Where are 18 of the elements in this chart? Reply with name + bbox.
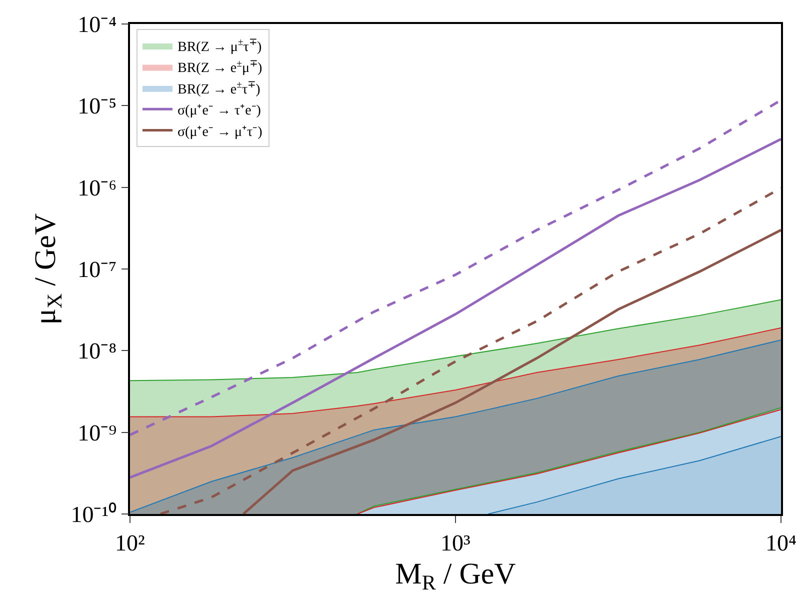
y-tick-label: 10⁻⁷ bbox=[78, 257, 117, 282]
x-tick-label: 10⁴ bbox=[765, 530, 797, 556]
legend-label: σ(μ⁺e⁻ → μ⁺τ⁻) bbox=[178, 124, 263, 140]
legend-label: BR(Z → μ$^{±}$τ$^{∓}$) bbox=[178, 37, 262, 55]
x-tick-label: 10³ bbox=[440, 530, 471, 556]
x-tick-label: 10² bbox=[115, 530, 146, 556]
y-tick-label: 10⁻⁵ bbox=[78, 94, 117, 119]
line-series bbox=[130, 98, 781, 436]
legend-label: σ(μ⁺e⁻ → τ⁺e⁻) bbox=[178, 104, 262, 119]
line-series bbox=[130, 138, 781, 479]
legend-label: BR(Z → e$^{±}$μ$^{∓}$) bbox=[178, 58, 263, 76]
legend-label: BR(Z → e$^{±}$τ$^{∓}$) bbox=[178, 79, 261, 98]
x-axis-title: M$_{R}$ / GeV bbox=[395, 557, 516, 595]
y-tick-label: 10⁻⁹ bbox=[78, 420, 117, 446]
y-tick-label: 10⁻⁸ bbox=[78, 338, 117, 364]
y-tick-label: 10⁻¹⁰ bbox=[70, 502, 117, 528]
y-tick-label: 10⁻⁶ bbox=[78, 175, 117, 200]
y-tick-label: 10⁻⁴ bbox=[78, 12, 117, 38]
